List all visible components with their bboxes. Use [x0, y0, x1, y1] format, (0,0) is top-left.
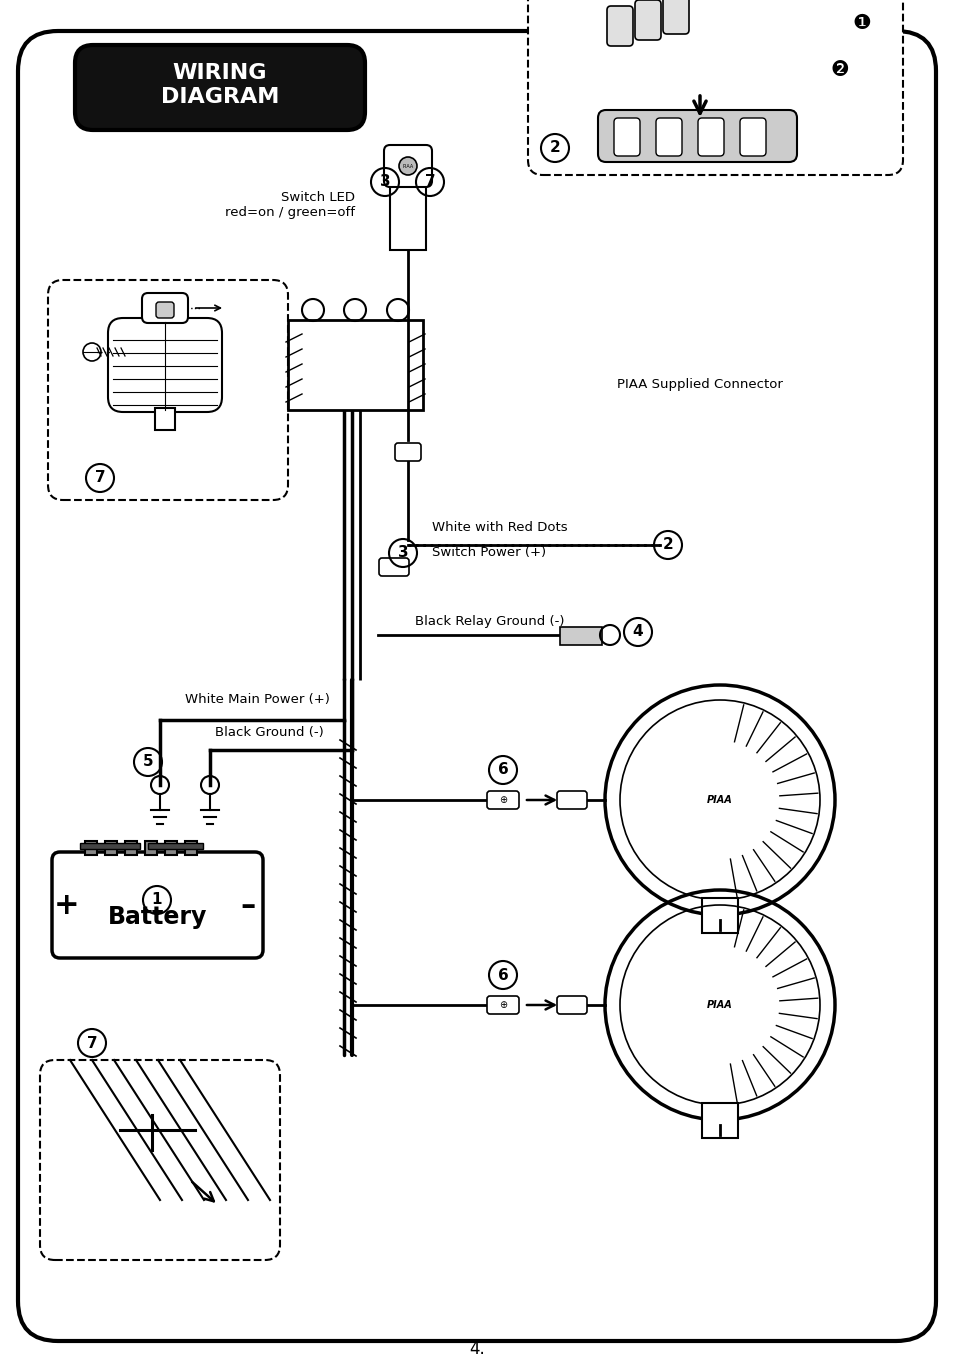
- Text: 2: 2: [662, 537, 673, 553]
- FancyBboxPatch shape: [40, 1060, 280, 1260]
- FancyBboxPatch shape: [698, 118, 723, 156]
- FancyBboxPatch shape: [18, 32, 935, 1341]
- FancyBboxPatch shape: [486, 791, 518, 809]
- FancyBboxPatch shape: [662, 0, 688, 34]
- Text: Black Ground (-): Black Ground (-): [214, 727, 323, 739]
- Text: 7: 7: [94, 470, 105, 485]
- FancyBboxPatch shape: [48, 280, 288, 500]
- Text: –: –: [240, 891, 255, 920]
- Text: ⊕: ⊕: [498, 795, 507, 805]
- FancyBboxPatch shape: [635, 0, 660, 40]
- Text: Battery: Battery: [108, 905, 207, 930]
- Text: 6: 6: [497, 762, 508, 777]
- Text: 1: 1: [152, 893, 162, 908]
- Text: Switch LED
red=on / green=off: Switch LED red=on / green=off: [225, 191, 355, 219]
- Text: PIAA: PIAA: [706, 795, 732, 805]
- FancyBboxPatch shape: [527, 0, 902, 175]
- Text: Black Relay Ground (-): Black Relay Ground (-): [415, 616, 564, 628]
- FancyBboxPatch shape: [52, 851, 263, 958]
- Bar: [185, 840, 196, 856]
- FancyBboxPatch shape: [486, 995, 518, 1015]
- FancyBboxPatch shape: [557, 995, 586, 1015]
- Text: +: +: [54, 891, 80, 920]
- Circle shape: [398, 158, 416, 175]
- FancyBboxPatch shape: [142, 293, 188, 324]
- Text: Switch Power (+): Switch Power (+): [432, 547, 545, 559]
- FancyBboxPatch shape: [395, 443, 420, 461]
- Bar: [288, 319, 422, 410]
- Bar: [85, 840, 97, 856]
- Bar: [390, 185, 426, 250]
- Text: 4.: 4.: [469, 1339, 484, 1359]
- Text: 7: 7: [87, 1035, 97, 1050]
- Text: PIAA Supplied Connector: PIAA Supplied Connector: [617, 378, 782, 392]
- Text: White with Red Dots: White with Red Dots: [432, 521, 567, 535]
- Text: 4: 4: [632, 625, 642, 639]
- FancyBboxPatch shape: [108, 318, 222, 413]
- Text: 6: 6: [497, 968, 508, 983]
- Bar: [701, 1104, 738, 1138]
- Text: 2: 2: [549, 140, 559, 155]
- Text: ❶: ❶: [852, 12, 870, 33]
- Text: PIAA: PIAA: [402, 163, 414, 169]
- FancyBboxPatch shape: [740, 118, 765, 156]
- Text: 3: 3: [397, 546, 408, 561]
- Bar: [148, 843, 203, 849]
- FancyBboxPatch shape: [156, 302, 173, 318]
- FancyBboxPatch shape: [606, 5, 633, 47]
- Bar: [125, 840, 137, 856]
- FancyBboxPatch shape: [656, 118, 681, 156]
- Text: ❷: ❷: [830, 60, 848, 80]
- FancyBboxPatch shape: [75, 45, 365, 130]
- FancyBboxPatch shape: [598, 110, 796, 162]
- Text: PIAA: PIAA: [706, 999, 732, 1010]
- Text: White Main Power (+): White Main Power (+): [185, 694, 330, 706]
- Bar: [80, 843, 140, 849]
- Bar: [145, 840, 157, 856]
- FancyBboxPatch shape: [378, 558, 409, 576]
- Bar: [701, 898, 738, 934]
- Bar: [559, 627, 601, 644]
- Text: 5: 5: [143, 754, 153, 769]
- Bar: [105, 840, 117, 856]
- FancyBboxPatch shape: [614, 118, 639, 156]
- Text: 7: 7: [424, 174, 435, 189]
- Bar: [154, 409, 174, 430]
- Text: WIRING
DIAGRAM: WIRING DIAGRAM: [161, 63, 279, 107]
- Bar: [165, 840, 177, 856]
- Text: 3: 3: [379, 174, 390, 189]
- Text: ⊕: ⊕: [498, 999, 507, 1010]
- FancyBboxPatch shape: [384, 145, 432, 186]
- FancyBboxPatch shape: [557, 791, 586, 809]
